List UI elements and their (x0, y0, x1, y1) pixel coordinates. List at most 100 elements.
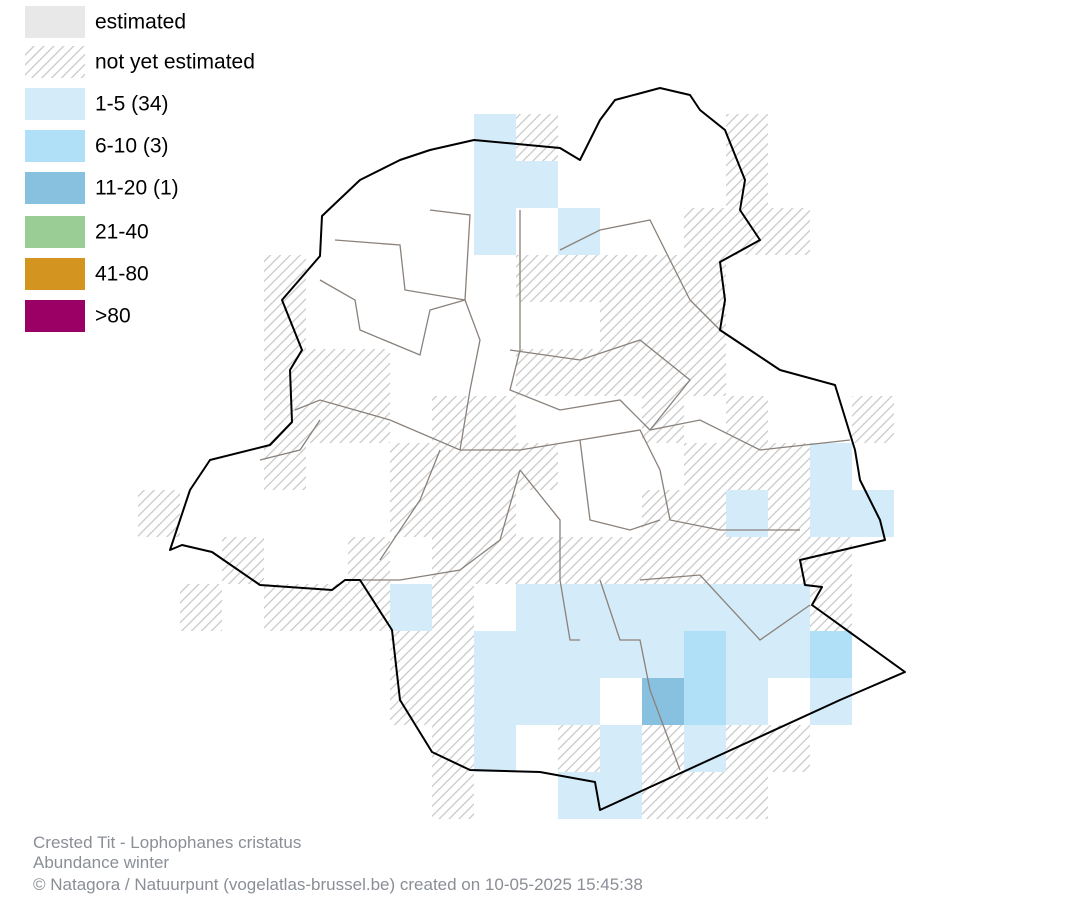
cell-abundance (642, 678, 684, 725)
cell-unestimated (642, 537, 684, 584)
legend-label: 11-20 (1) (95, 177, 179, 200)
cell-unestimated (684, 349, 726, 396)
legend-label: 21-40 (95, 221, 149, 244)
cell-unestimated (432, 584, 474, 631)
cell-unestimated (432, 396, 474, 443)
legend-swatch (25, 46, 85, 78)
cell-unestimated (726, 396, 768, 443)
cell-unestimated (642, 725, 684, 772)
cell-abundance (516, 678, 558, 725)
cell-abundance (516, 584, 558, 631)
cell-abundance (558, 678, 600, 725)
legend-label: 41-80 (95, 263, 149, 286)
cell-unestimated (642, 396, 684, 443)
cell-abundance (600, 725, 642, 772)
cell-unestimated (726, 114, 768, 161)
legend-swatch (25, 258, 85, 290)
cell-unestimated (726, 537, 768, 584)
cell-unestimated (222, 537, 264, 584)
cell-unestimated (180, 584, 222, 631)
cell-unestimated (516, 255, 558, 302)
cell-unestimated (264, 255, 306, 302)
legend-swatch (25, 88, 85, 120)
legend-label: 6-10 (3) (95, 135, 169, 158)
cell-abundance (474, 678, 516, 725)
cell-unestimated (558, 537, 600, 584)
cell-abundance (642, 584, 684, 631)
legend-label: not yet estimated (95, 51, 255, 74)
cell-abundance (558, 631, 600, 678)
credit: © Natagora / Natuurpunt (vogelatlas-brus… (33, 875, 643, 894)
cell-abundance (768, 631, 810, 678)
cell-unestimated (432, 631, 474, 678)
cell-unestimated (684, 255, 726, 302)
cell-unestimated (726, 161, 768, 208)
cell-abundance (474, 114, 516, 161)
cell-unestimated (264, 349, 306, 396)
cell-unestimated (138, 490, 180, 537)
cell-abundance (474, 631, 516, 678)
cell-unestimated (264, 584, 306, 631)
legend-label: 1-5 (34) (95, 93, 169, 116)
cell-abundance (810, 490, 852, 537)
cell-unestimated (768, 208, 810, 255)
cell-abundance (516, 161, 558, 208)
cell-unestimated (474, 490, 516, 537)
cell-unestimated (684, 443, 726, 490)
cell-unestimated (474, 396, 516, 443)
cell-unestimated (642, 772, 684, 819)
cell-abundance (810, 678, 852, 725)
cell-unestimated (516, 114, 558, 161)
cell-unestimated (684, 772, 726, 819)
cell-abundance (684, 631, 726, 678)
cell-abundance (852, 490, 894, 537)
cell-unestimated (768, 443, 810, 490)
legend-swatch (25, 6, 85, 38)
cell-abundance (600, 584, 642, 631)
cell-unestimated (642, 302, 684, 349)
legend-swatch (25, 216, 85, 248)
cell-unestimated (474, 443, 516, 490)
cell-abundance (726, 490, 768, 537)
region-boundary (169, 87, 906, 811)
legend-swatch (25, 172, 85, 204)
cell-unestimated (558, 349, 600, 396)
cell-unestimated (264, 396, 306, 443)
legend-swatch (25, 300, 85, 332)
cell-unestimated (726, 443, 768, 490)
cell-abundance (474, 725, 516, 772)
cell-unestimated (306, 584, 348, 631)
cell-unestimated (768, 490, 810, 537)
cell-abundance (810, 631, 852, 678)
grid-cells (138, 114, 894, 819)
cell-unestimated (516, 537, 558, 584)
cell-abundance (726, 678, 768, 725)
cell-abundance (642, 631, 684, 678)
map-subtitle: Abundance winter (33, 853, 169, 872)
cell-unestimated (684, 537, 726, 584)
cell-abundance (474, 208, 516, 255)
cell-abundance (516, 631, 558, 678)
cell-abundance (810, 443, 852, 490)
cell-unestimated (684, 302, 726, 349)
municipality-borders (259, 209, 851, 771)
cell-unestimated (600, 255, 642, 302)
cell-unestimated (768, 725, 810, 772)
legend: estimated not yet estimated 1-5 (34) 6-10 (… (25, 6, 255, 332)
cell-unestimated (474, 537, 516, 584)
cell-unestimated (306, 396, 348, 443)
cell-unestimated (348, 349, 390, 396)
cell-unestimated (432, 725, 474, 772)
cell-unestimated (684, 208, 726, 255)
cell-unestimated (306, 349, 348, 396)
cell-unestimated (600, 537, 642, 584)
cell-abundance (390, 584, 432, 631)
cell-unestimated (726, 772, 768, 819)
cell-unestimated (810, 537, 852, 584)
cell-unestimated (348, 396, 390, 443)
cell-abundance (768, 584, 810, 631)
cell-unestimated (432, 537, 474, 584)
cell-unestimated (642, 490, 684, 537)
cell-unestimated (600, 349, 642, 396)
